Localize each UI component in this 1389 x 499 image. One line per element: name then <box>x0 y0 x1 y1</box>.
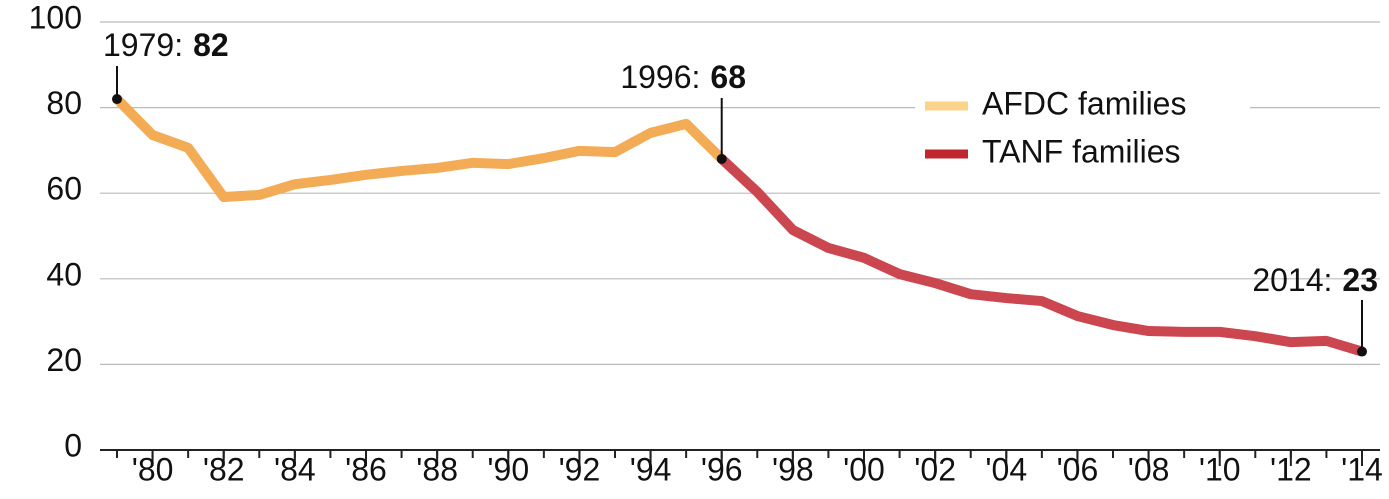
data-line <box>718 155 1364 357</box>
y-tick-label: 40 <box>46 256 82 292</box>
y-tick-label: 20 <box>46 342 82 378</box>
x-tick-label: '92 <box>559 451 601 487</box>
x-tick-label: '86 <box>345 451 387 487</box>
legend-label: TANF families <box>982 133 1181 169</box>
annotation: 2014: 23 <box>1252 262 1378 298</box>
annotation: 1996: 68 <box>620 59 746 95</box>
x-tick-label: '00 <box>843 451 885 487</box>
x-tick-label: '90 <box>487 451 529 487</box>
y-tick-label: 80 <box>46 85 82 121</box>
annotation-label: 2014: <box>1252 262 1332 298</box>
annotation-label: 1979: <box>103 27 183 63</box>
annotation-dot <box>716 153 727 164</box>
x-tick-label: '98 <box>772 451 814 487</box>
x-tick-label: '04 <box>985 451 1027 487</box>
x-tick-label: '82 <box>203 451 245 487</box>
legend-label: AFDC families <box>982 85 1186 121</box>
x-tick-label: '08 <box>1128 451 1170 487</box>
annotation: 1979: 82 <box>103 27 229 63</box>
x-tick-label: '14 <box>1341 451 1383 487</box>
annotation-value: 23 <box>1342 262 1378 298</box>
legend-background <box>915 80 1250 180</box>
x-tick-label: '84 <box>274 451 316 487</box>
annotation-dot <box>112 94 122 105</box>
x-tick-label: '12 <box>1270 451 1312 487</box>
x-tick-label: '88 <box>416 451 458 487</box>
x-tick-label: '94 <box>630 451 672 487</box>
x-tick-label: '80 <box>132 451 174 487</box>
x-tick-label: '10 <box>1199 451 1241 487</box>
x-tick-label: '02 <box>914 451 956 487</box>
annotation-dot <box>1357 346 1367 357</box>
annotation-label: 1996: <box>620 59 700 95</box>
y-tick-label: 100 <box>29 0 82 35</box>
x-tick-label: '06 <box>1057 451 1099 487</box>
y-tick-label: 0 <box>64 427 82 463</box>
data-line <box>113 95 726 203</box>
x-tick-label: '96 <box>701 451 743 487</box>
annotation-value: 82 <box>193 27 229 63</box>
annotation-value: 68 <box>710 59 746 95</box>
y-tick-label: 60 <box>46 171 82 207</box>
